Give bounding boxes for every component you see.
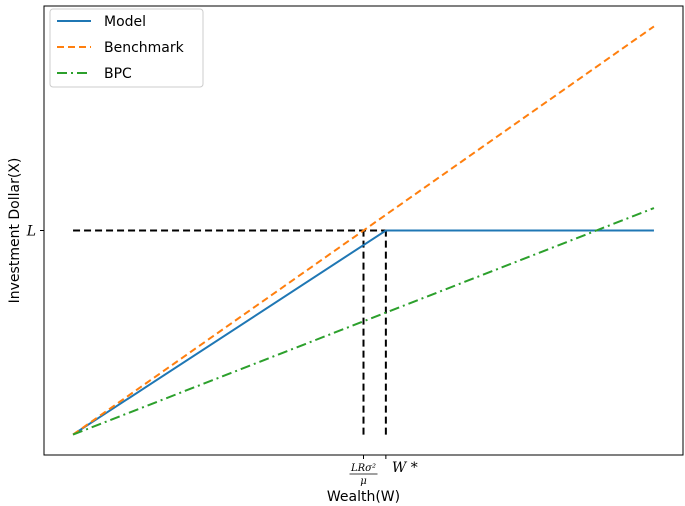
y-axis-label: Investment Dollar(X) xyxy=(7,158,23,304)
x-tick-label-fraction: LRσ² μ xyxy=(349,463,378,487)
legend-label-benchmark: Benchmark xyxy=(104,40,185,56)
legend-label-model: Model xyxy=(104,14,146,30)
y-tick-label-L: L xyxy=(26,224,36,240)
legend-box xyxy=(49,8,204,88)
series-line-benchmark xyxy=(72,25,655,436)
x-tick-label-w-star: W * xyxy=(392,460,418,476)
legend: Model Benchmark BPC xyxy=(49,8,204,88)
reference-lines xyxy=(73,229,387,435)
tick-marks xyxy=(40,230,387,459)
legend-label-bpc: BPC xyxy=(104,66,132,82)
series-line-bpc xyxy=(72,207,655,436)
x-tick-label-numerator: LRσ² xyxy=(350,463,376,474)
x-tick-label-denominator: μ xyxy=(360,476,367,487)
series-lines xyxy=(72,25,655,436)
series-line-model xyxy=(72,229,654,436)
x-axis-label: Wealth(W) xyxy=(327,489,400,505)
